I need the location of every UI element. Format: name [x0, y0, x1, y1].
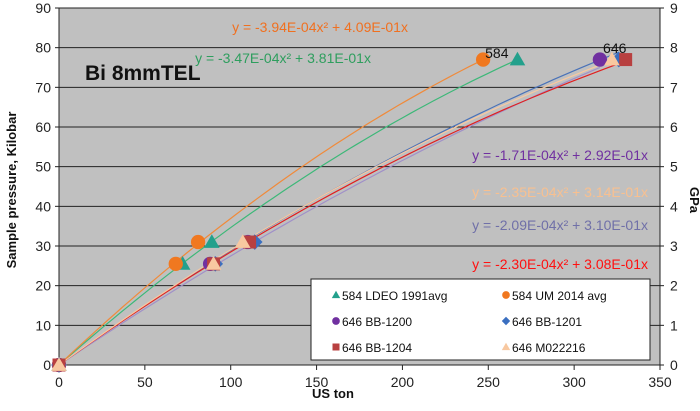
legend-box [310, 278, 651, 361]
x-tick-label: 150 [305, 374, 329, 390]
y-tick-label: 50 [35, 159, 51, 175]
chart-title: Bi 8mmTEL [85, 62, 201, 85]
data-point [619, 53, 633, 67]
data-series [51, 51, 633, 373]
y2-tick-label: 3 [670, 238, 678, 254]
tick-labels: 0 010 120 230 340 450 560 670 780 890 90 50 100 150 20… [35, 0, 678, 390]
trend-equation: y = -3.94E-04x² + 4.09E-01x [232, 19, 408, 35]
trendline [58, 60, 626, 366]
y-axis-label: Sample pressure, Kilobar [4, 112, 19, 269]
y2-tick-label: 9 [670, 0, 678, 16]
legend: 584 LDEO 1991avg 584 UM 2014 avg 646 BB-12… [310, 278, 651, 361]
y2-tick-label: 6 [670, 119, 678, 135]
legend-marker [501, 316, 511, 326]
y-tick-label: 80 [35, 40, 51, 56]
x-tick-label: 350 [648, 374, 672, 390]
legend-entry: 646 BB-1200 [342, 315, 412, 329]
x-tick-label: 0 [55, 374, 63, 390]
data-point [610, 51, 627, 68]
data-point [190, 234, 206, 250]
data-point [604, 51, 620, 66]
trend-equation: y = -1.71E-04x² + 2.92E-01x [472, 147, 648, 163]
trend-equation: y = -2.35E-04x² + 3.14E-01x [472, 184, 648, 200]
data-point [475, 52, 491, 67]
annotations: 584 646 [485, 40, 626, 61]
x-axis-label: US ton [312, 386, 354, 401]
data-point [168, 256, 183, 271]
data-point [234, 234, 251, 248]
y-tick-label: 40 [35, 198, 51, 214]
y-tick-label: 70 [35, 79, 51, 95]
trendlines [58, 51, 626, 366]
y-tick-label: 30 [35, 238, 51, 254]
data-point [51, 357, 67, 371]
legend-entry: 646 BB-1201 [512, 315, 582, 329]
y-tick-label: 60 [35, 119, 51, 135]
y2-tick-label: 5 [670, 159, 678, 175]
trendline [58, 60, 613, 366]
legend-marker [332, 343, 340, 351]
y2-tick-label: 0 [670, 357, 678, 373]
point-label: 584 [485, 45, 509, 61]
data-point [205, 256, 222, 270]
y-tick-label: 10 [35, 317, 51, 333]
data-point [592, 52, 608, 67]
trendline [58, 59, 484, 366]
y2-tick-label: 1 [670, 317, 678, 333]
trend-equation: y = -2.09E-04x² + 3.10E-01x [472, 217, 648, 233]
data-point [204, 234, 220, 248]
x-tick-label: 300 [562, 374, 586, 390]
legend-entry: 646 M022216 [512, 341, 586, 355]
y-tick-label: 0 [43, 357, 51, 373]
data-point [509, 51, 526, 66]
x-tick-label: 200 [391, 374, 415, 390]
y2-tick-label: 2 [670, 278, 678, 294]
y-tick-label: 20 [35, 278, 51, 294]
point-label: 646 [603, 40, 627, 56]
legend-entry: 584 LDEO 1991avg [342, 289, 447, 303]
x-tick-label: 100 [219, 374, 243, 390]
legend-entry: 646 BB-1204 [342, 341, 412, 355]
trend-equation: y = -2.30E-04x² + 3.08E-01x [472, 256, 648, 272]
trend-equations: y = -3.47E-04x² + 3.81E-01x y = -3.94E-04… [195, 19, 648, 272]
y2-tick-label: 4 [670, 198, 678, 214]
trendline [58, 59, 518, 366]
y2-tick-label: 8 [670, 40, 678, 56]
y2-tick-label: 7 [670, 79, 678, 95]
legend-marker [502, 291, 510, 299]
x-tick-label: 250 [477, 374, 501, 390]
x-tick-label: 50 [137, 374, 153, 390]
legend-marker [501, 342, 511, 351]
legend-entry: 584 UM 2014 avg [512, 289, 607, 303]
legend-marker [331, 290, 341, 299]
legend-marker [332, 317, 340, 325]
y2-axis-label: GPa [687, 187, 700, 214]
trend-equation: y = -3.47E-04x² + 3.81E-01x [195, 50, 371, 66]
y-tick-label: 90 [35, 0, 51, 16]
